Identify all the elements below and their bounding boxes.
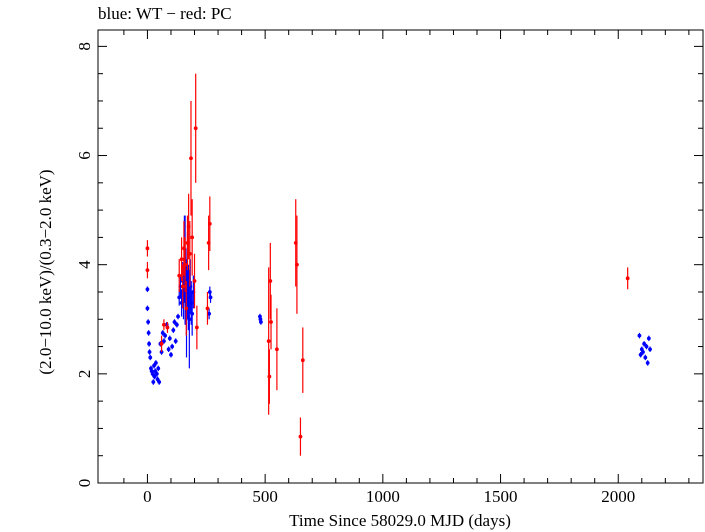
data-point	[259, 320, 263, 324]
data-point	[152, 374, 157, 379]
data-point	[176, 314, 180, 319]
data-point	[162, 322, 166, 327]
data-point	[641, 350, 645, 354]
data-point	[166, 347, 171, 352]
data-point	[644, 344, 649, 349]
y-axis: 0 2 4 6 8	[75, 42, 703, 487]
data-point	[151, 380, 156, 384]
x-axis: 0 500 1000 1500 2000	[123, 30, 690, 506]
data-point	[160, 331, 165, 335]
data-point	[154, 361, 158, 365]
data-point	[298, 434, 303, 439]
data-point	[179, 257, 184, 262]
chart-title: blue: WT − red: PC	[98, 4, 232, 23]
data-point	[267, 374, 272, 379]
data-point	[145, 246, 150, 251]
data-point	[205, 306, 210, 311]
data-point	[159, 341, 164, 346]
y-tick-label: 6	[75, 151, 94, 160]
data-point	[156, 366, 161, 371]
data-point	[295, 262, 299, 267]
data-point	[268, 279, 273, 283]
y-axis-label: (2.0−10.0 keV)/(0.3−2.0 keV)	[36, 169, 55, 374]
x-axis-label: Time Since 58029.0 MJD (days)	[289, 511, 511, 530]
data-point	[207, 221, 212, 226]
data-point	[147, 350, 152, 354]
data-point	[266, 339, 271, 343]
x-tick-label: 0	[143, 487, 152, 506]
data-point	[645, 361, 650, 365]
data-point	[180, 284, 185, 289]
data-point	[192, 279, 197, 283]
data-point	[169, 352, 173, 357]
data-point	[648, 347, 652, 352]
plot-frame	[97, 29, 704, 484]
data-point	[275, 347, 279, 352]
data-point	[146, 320, 151, 324]
data-point	[152, 363, 156, 368]
data-point	[165, 325, 170, 330]
data-point	[187, 251, 192, 256]
data-point	[194, 325, 199, 330]
data-point	[153, 369, 158, 374]
data-point	[167, 336, 172, 341]
data-point	[187, 317, 192, 322]
x-tick-label: 500	[252, 487, 278, 506]
data-point	[642, 341, 647, 346]
data-point	[145, 287, 150, 292]
data-point	[162, 339, 166, 343]
data-point	[174, 322, 179, 327]
data-point	[173, 339, 178, 343]
data-point	[637, 333, 642, 338]
data-point	[646, 336, 651, 341]
x-tick-label: 1500	[484, 487, 518, 506]
data-point	[269, 320, 273, 324]
y-tick-label: 4	[75, 260, 94, 269]
data-point	[643, 355, 648, 360]
y-tick-label: 2	[75, 370, 94, 379]
data-point	[183, 262, 188, 267]
data-point	[300, 358, 305, 363]
data-point	[148, 355, 153, 360]
data-point	[189, 156, 193, 161]
data-point	[150, 371, 155, 376]
data-point	[177, 273, 182, 278]
data-point	[190, 235, 195, 240]
data-point	[190, 311, 195, 316]
data-point	[163, 333, 167, 338]
data-point	[638, 352, 643, 357]
data-point	[625, 276, 630, 281]
data-point	[147, 341, 151, 346]
y-tick-label: 8	[75, 42, 94, 51]
data-point	[154, 371, 159, 376]
data-point	[170, 344, 175, 349]
data-point	[145, 306, 150, 311]
data-point	[184, 306, 189, 311]
y-tick-label: 0	[75, 479, 94, 488]
data-point	[145, 268, 150, 273]
data-point	[146, 331, 151, 335]
x-tick-label: 1000	[366, 487, 400, 506]
data-point	[207, 311, 212, 316]
data-point	[172, 320, 177, 324]
data-point	[157, 380, 162, 384]
data-point	[171, 328, 176, 333]
series-pc	[145, 73, 630, 456]
series-wt	[145, 215, 652, 385]
data-point	[193, 126, 198, 131]
data-point	[207, 290, 212, 294]
x-tick-label: 2000	[601, 487, 635, 506]
data-point	[208, 295, 213, 300]
data-point	[155, 377, 160, 382]
